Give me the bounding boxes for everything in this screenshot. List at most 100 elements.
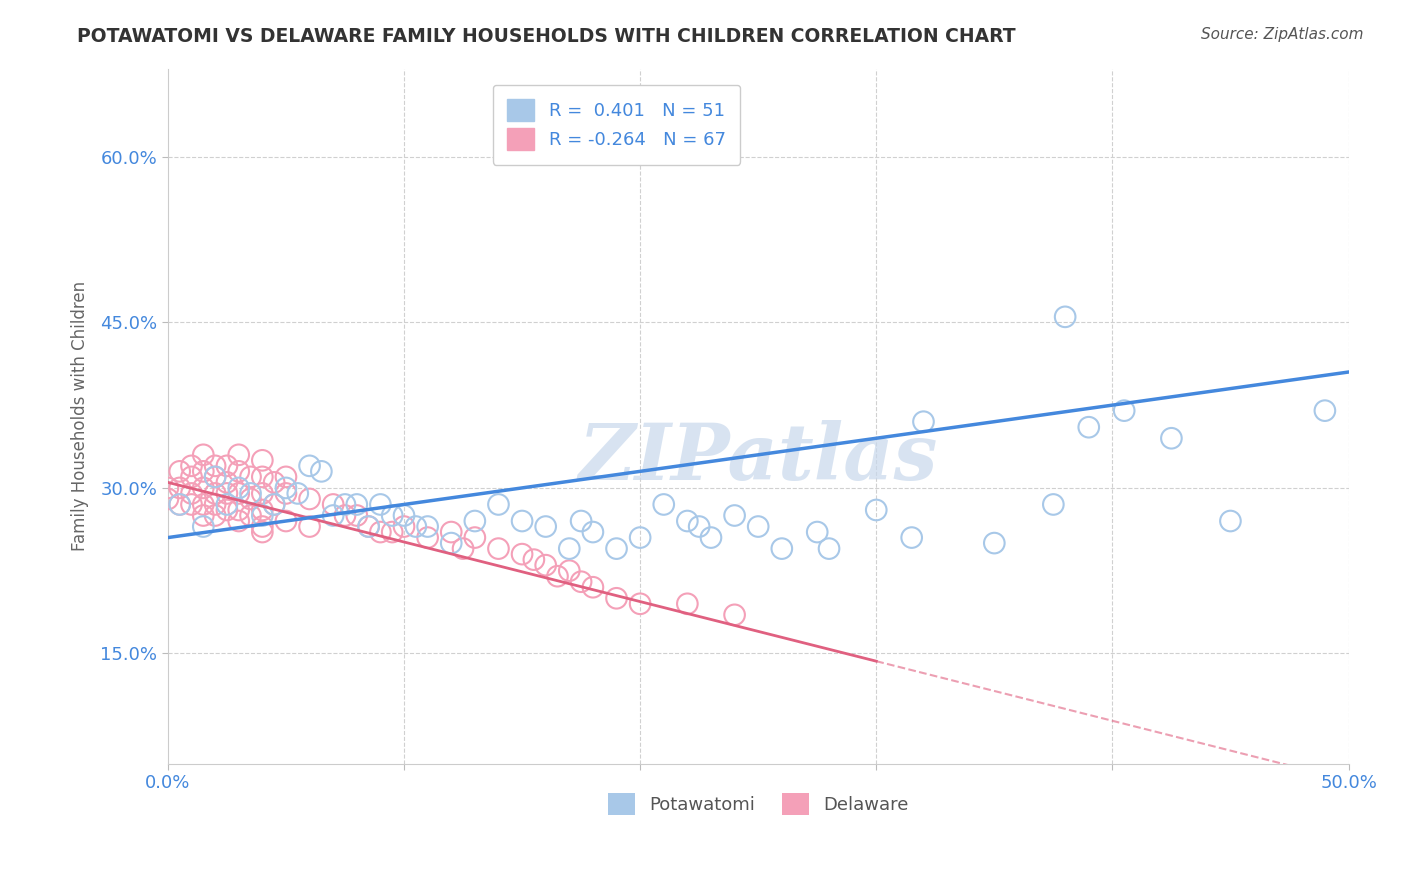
Point	[652, 498, 675, 512]
Point	[252, 503, 274, 517]
Point	[204, 470, 226, 484]
Point	[193, 498, 215, 512]
Point	[558, 541, 581, 556]
Point	[451, 541, 474, 556]
Point	[204, 470, 226, 484]
Point	[252, 486, 274, 500]
Point	[723, 508, 745, 523]
Point	[252, 524, 274, 539]
Point	[440, 524, 463, 539]
Point	[193, 464, 215, 478]
Point	[193, 448, 215, 462]
Point	[569, 514, 592, 528]
Point	[239, 491, 262, 506]
Point	[169, 481, 191, 495]
Point	[239, 508, 262, 523]
Point	[215, 503, 238, 517]
Point	[239, 486, 262, 500]
Point	[1114, 403, 1136, 417]
Legend: Potawatomi, Delaware: Potawatomi, Delaware	[599, 784, 918, 824]
Text: POTAWATOMI VS DELAWARE FAMILY HOUSEHOLDS WITH CHILDREN CORRELATION CHART: POTAWATOMI VS DELAWARE FAMILY HOUSEHOLDS…	[77, 27, 1017, 45]
Point	[180, 486, 202, 500]
Point	[569, 574, 592, 589]
Point	[440, 536, 463, 550]
Point	[228, 481, 250, 495]
Point	[228, 448, 250, 462]
Point	[204, 508, 226, 523]
Point	[204, 486, 226, 500]
Point	[416, 519, 439, 533]
Point	[381, 524, 404, 539]
Point	[252, 453, 274, 467]
Point	[534, 558, 557, 573]
Point	[193, 481, 215, 495]
Point	[180, 458, 202, 473]
Point	[169, 498, 191, 512]
Point	[464, 531, 486, 545]
Point	[215, 498, 238, 512]
Point	[252, 508, 274, 523]
Point	[1077, 420, 1099, 434]
Point	[263, 498, 285, 512]
Point	[311, 464, 333, 478]
Point	[676, 514, 699, 528]
Point	[228, 503, 250, 517]
Point	[405, 519, 427, 533]
Point	[381, 508, 404, 523]
Point	[274, 486, 297, 500]
Point	[747, 519, 769, 533]
Point	[510, 514, 533, 528]
Point	[193, 508, 215, 523]
Point	[770, 541, 793, 556]
Point	[180, 470, 202, 484]
Point	[1219, 514, 1241, 528]
Point	[688, 519, 710, 533]
Point	[547, 569, 569, 583]
Point	[274, 481, 297, 495]
Point	[416, 531, 439, 545]
Point	[333, 498, 356, 512]
Point	[370, 498, 392, 512]
Point	[274, 470, 297, 484]
Point	[215, 475, 238, 490]
Point	[558, 564, 581, 578]
Point	[488, 498, 510, 512]
Point	[287, 486, 309, 500]
Point	[333, 508, 356, 523]
Y-axis label: Family Households with Children: Family Households with Children	[72, 281, 89, 551]
Point	[900, 531, 922, 545]
Point	[357, 519, 380, 533]
Point	[263, 498, 285, 512]
Text: ZIPatlas: ZIPatlas	[578, 419, 938, 496]
Point	[252, 519, 274, 533]
Point	[156, 481, 179, 495]
Point	[346, 498, 368, 512]
Point	[239, 470, 262, 484]
Point	[818, 541, 841, 556]
Point	[510, 547, 533, 561]
Point	[228, 486, 250, 500]
Point	[676, 597, 699, 611]
Point	[263, 475, 285, 490]
Point	[346, 508, 368, 523]
Point	[534, 519, 557, 533]
Point	[605, 541, 627, 556]
Point	[298, 458, 321, 473]
Point	[628, 597, 651, 611]
Point	[523, 552, 546, 566]
Point	[700, 531, 723, 545]
Point	[1160, 431, 1182, 445]
Point	[252, 470, 274, 484]
Point	[488, 541, 510, 556]
Point	[228, 464, 250, 478]
Point	[215, 458, 238, 473]
Point	[1042, 498, 1064, 512]
Point	[392, 508, 415, 523]
Point	[912, 415, 935, 429]
Point	[156, 491, 179, 506]
Point	[806, 524, 828, 539]
Point	[983, 536, 1005, 550]
Point	[464, 514, 486, 528]
Point	[628, 531, 651, 545]
Text: Source: ZipAtlas.com: Source: ZipAtlas.com	[1201, 27, 1364, 42]
